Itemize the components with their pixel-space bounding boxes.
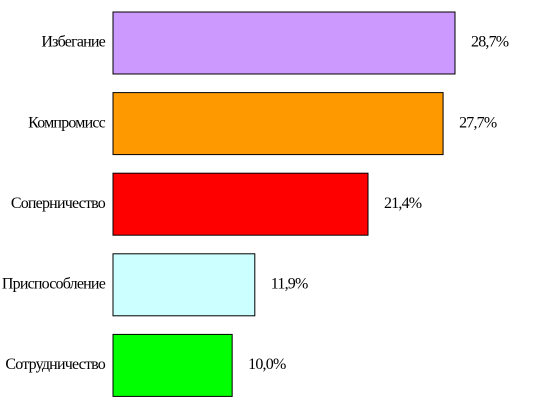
value-label: 28,7% [471,34,509,51]
category-label: Избегание [41,34,105,51]
value-label: 27,7% [459,114,497,131]
category-label: Компромисс [28,114,106,131]
value-label: 10,0% [248,356,286,373]
bar [112,333,233,397]
bar [112,172,369,236]
bar [112,92,444,156]
value-label: 11,9% [271,275,308,292]
category-label: Сотрудничество [5,356,105,373]
bar [112,253,256,317]
value-label: 21,4% [384,195,422,212]
bar [112,11,456,75]
category-label: Приспособление [2,275,106,292]
category-label: Соперничество [11,195,106,212]
